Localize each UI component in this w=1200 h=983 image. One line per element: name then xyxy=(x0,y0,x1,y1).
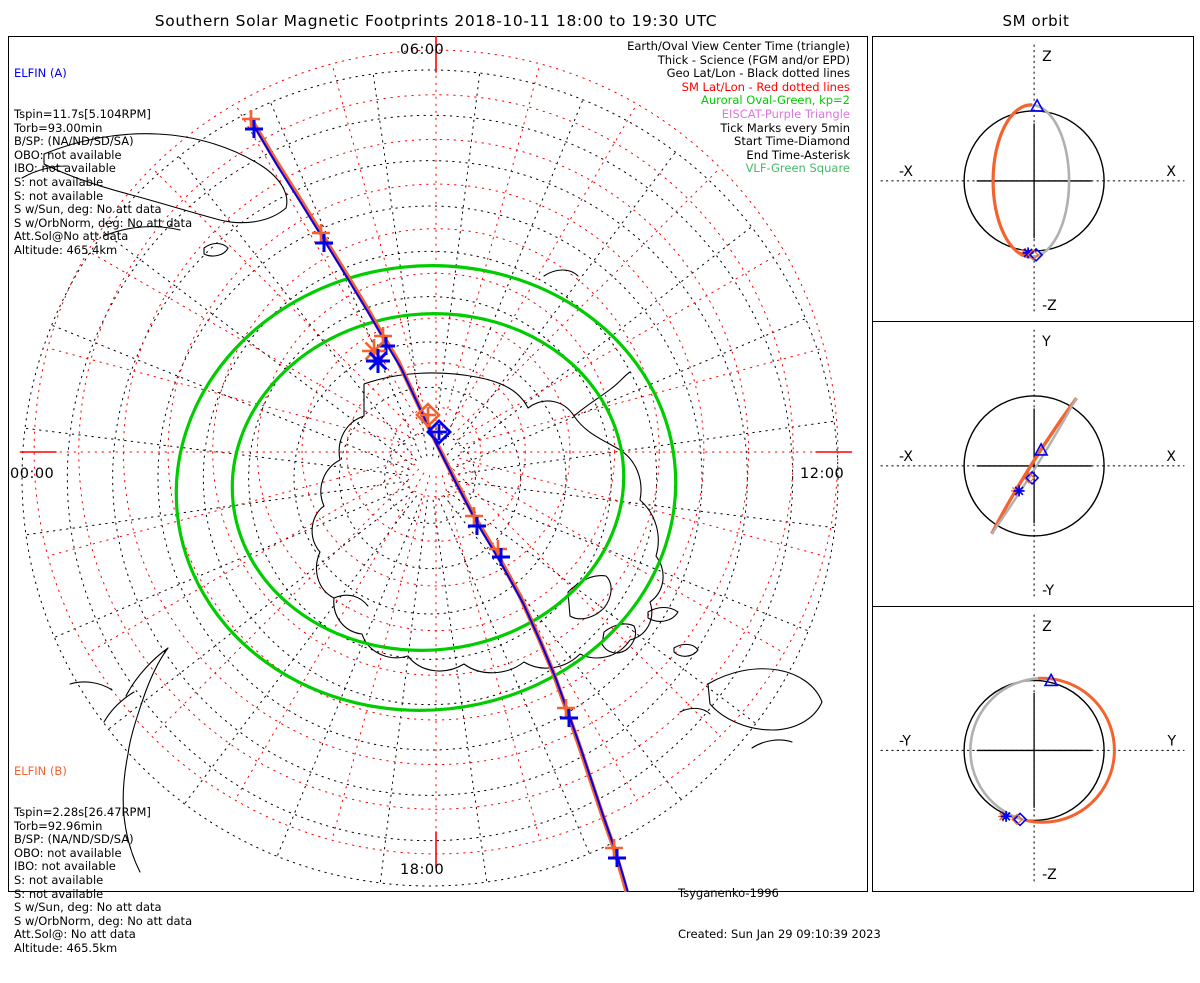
tick-marker xyxy=(605,839,623,857)
svg-text:Y: Y xyxy=(1166,733,1176,749)
svg-text:X: X xyxy=(1166,164,1176,180)
elfin-a-line: S w/OrbNorm, deg: No att data xyxy=(14,215,193,230)
elfin-a-line: Att.Sol@No att data xyxy=(14,229,129,244)
svg-text:-Z: -Z xyxy=(1042,867,1057,883)
tick-marker xyxy=(315,234,333,252)
legend-item: End Time-Asterisk xyxy=(746,147,850,162)
elfin-a-line: Altitude: 465.4km xyxy=(14,242,118,257)
elfin-b-line: Altitude: 465.5km xyxy=(14,940,118,955)
page-title: Southern Solar Magnetic Footprints 2018-… xyxy=(154,12,718,30)
legend-item: EISCAT-Purple Triangle xyxy=(721,106,850,121)
elfin-b-line: S: not available xyxy=(14,872,104,887)
tick-marker xyxy=(468,517,486,535)
elfin-a-line: S w/Sun, deg: No att data xyxy=(14,202,162,217)
end-marker xyxy=(366,349,390,373)
elfin-a-line: Torb=93.00min xyxy=(14,120,103,135)
auroral-oval xyxy=(174,264,678,712)
elfin-a-name: ELFIN (A) xyxy=(14,66,67,81)
credits-block: Tsyganenko-1996 Created: Sun Jan 29 09:1… xyxy=(678,860,881,969)
elfin-b-name: ELFIN (B) xyxy=(14,764,67,779)
legend-item: Auroral Oval-Green, kp=2 xyxy=(700,93,850,108)
elfin-b-line: S: not available xyxy=(14,886,104,901)
tick-marker xyxy=(245,120,263,138)
start-marker xyxy=(415,402,441,428)
elfin-a-line: S: not available xyxy=(14,174,104,189)
elfin-a-details: Tspin=11.7s[5.104RPM] Torb=93.00min B/SP: … xyxy=(14,106,193,258)
orbit-view-xz: Z -Z -X X xyxy=(873,37,1193,322)
elfin-b-line: IBO: not available xyxy=(14,859,116,874)
elfin-b-line: S w/OrbNorm, deg: No att data xyxy=(14,913,193,928)
start-time-diamond xyxy=(1023,470,1040,486)
center-time-triangle xyxy=(1033,442,1049,456)
legend-item: Thick - Science (FGM and/or EPD) xyxy=(657,52,850,67)
elfin-b-line: Att.Sol@: No att data xyxy=(14,927,136,942)
start-time-diamond xyxy=(1027,247,1044,263)
elfin-a-line: OBO: not available xyxy=(14,147,122,162)
svg-text:-X: -X xyxy=(899,449,913,465)
elfin-b-details: Tspin=2.28s[26.47RPM] Torb=92.96min B/SP: … xyxy=(14,804,193,956)
elfin-a-line: B/SP: (NA/ND/SD/SA) xyxy=(14,134,134,149)
mlt-label-dawn: 06:00 xyxy=(400,42,445,58)
mlt-label-dusk: 18:00 xyxy=(400,862,445,878)
legend-item: Earth/Oval View Center Time (triangle) xyxy=(627,39,850,53)
elfin-a-info-block: ELFIN (A) Tspin=11.7s[5.104RPM] Torb=93.0… xyxy=(14,40,192,285)
elfin-b-line: Tspin=2.28s[26.47RPM] xyxy=(14,804,151,819)
legend-item: SM Lat/Lon - Red dotted lines xyxy=(681,79,850,94)
legend-item: VLF-Green Square xyxy=(745,161,850,176)
elfin-b-line: OBO: not available xyxy=(14,845,122,860)
tick-marker xyxy=(374,327,392,345)
svg-text:Z: Z xyxy=(1042,619,1052,635)
created-timestamp: Created: Sun Jan 29 09:10:39 2023 xyxy=(678,926,881,941)
elfin-b-line: Torb=92.96min xyxy=(14,818,103,833)
end-time-asterisk xyxy=(1013,485,1025,497)
sm-orbit-title: SM orbit xyxy=(1002,12,1070,30)
tick-marker xyxy=(557,699,575,717)
svg-text:Z: Z xyxy=(1042,49,1052,65)
legend-item: Geo Lat/Lon - Black dotted lines xyxy=(666,66,850,81)
tick-marker xyxy=(560,709,578,727)
svg-text:-Y: -Y xyxy=(899,733,911,749)
elfin-a-line: Tspin=11.7s[5.104RPM] xyxy=(14,106,151,121)
elfin-a-line: S: not available xyxy=(14,188,104,203)
orbit-view-xy: Y -Y -X X xyxy=(873,322,1193,607)
elfin-a-line: IBO: not available xyxy=(14,161,116,176)
svg-text:-Z: -Z xyxy=(1042,298,1057,314)
model-name: Tsyganenko-1996 xyxy=(678,886,779,901)
legend-item: Tick Marks every 5min xyxy=(720,120,850,135)
center-time-triangle xyxy=(1029,98,1045,112)
svg-text:Y: Y xyxy=(1041,334,1051,350)
elfin-b-line: S w/Sun, deg: No att data xyxy=(14,900,162,915)
legend: Earth/Oval View Center Time (triangle) Th… xyxy=(0,39,858,176)
end-time-asterisk xyxy=(1000,810,1012,822)
svg-text:-X: -X xyxy=(899,164,913,180)
tick-marker xyxy=(242,110,260,128)
polar-map-panel xyxy=(8,36,868,892)
sm-orbit-panel-column: Z -Z -X X Y -Y -X X Z -Z -Y Y xyxy=(872,36,1194,892)
mlt-label-noon: 12:00 xyxy=(800,466,845,482)
start-time-diamond xyxy=(1011,812,1028,827)
tick-marker xyxy=(465,507,483,525)
legend-item: Start Time-Diamond xyxy=(734,134,850,149)
tick-marker xyxy=(489,540,507,558)
elfin-b-line: B/SP: (NA/ND/SD/SA) xyxy=(14,832,134,847)
figure-root: Southern Solar Magnetic Footprints 2018-… xyxy=(0,12,1194,955)
elfin-b-info-block: ELFIN (B) Tspin=2.28s[26.47RPM] Torb=92.9… xyxy=(14,738,192,983)
orbit-view-yz: Z -Z -Y Y xyxy=(873,607,1193,891)
svg-text:-Y: -Y xyxy=(1042,583,1054,599)
center-time-triangle xyxy=(1043,672,1059,687)
mlt-label-midnight: 00:00 xyxy=(10,466,55,482)
tick-marker xyxy=(492,548,510,566)
tick-marker xyxy=(608,849,626,867)
polar-map-plot xyxy=(19,36,853,892)
tick-marker xyxy=(312,224,330,242)
svg-text:X: X xyxy=(1166,449,1176,465)
end-marker xyxy=(362,339,386,363)
start-marker xyxy=(426,419,452,445)
